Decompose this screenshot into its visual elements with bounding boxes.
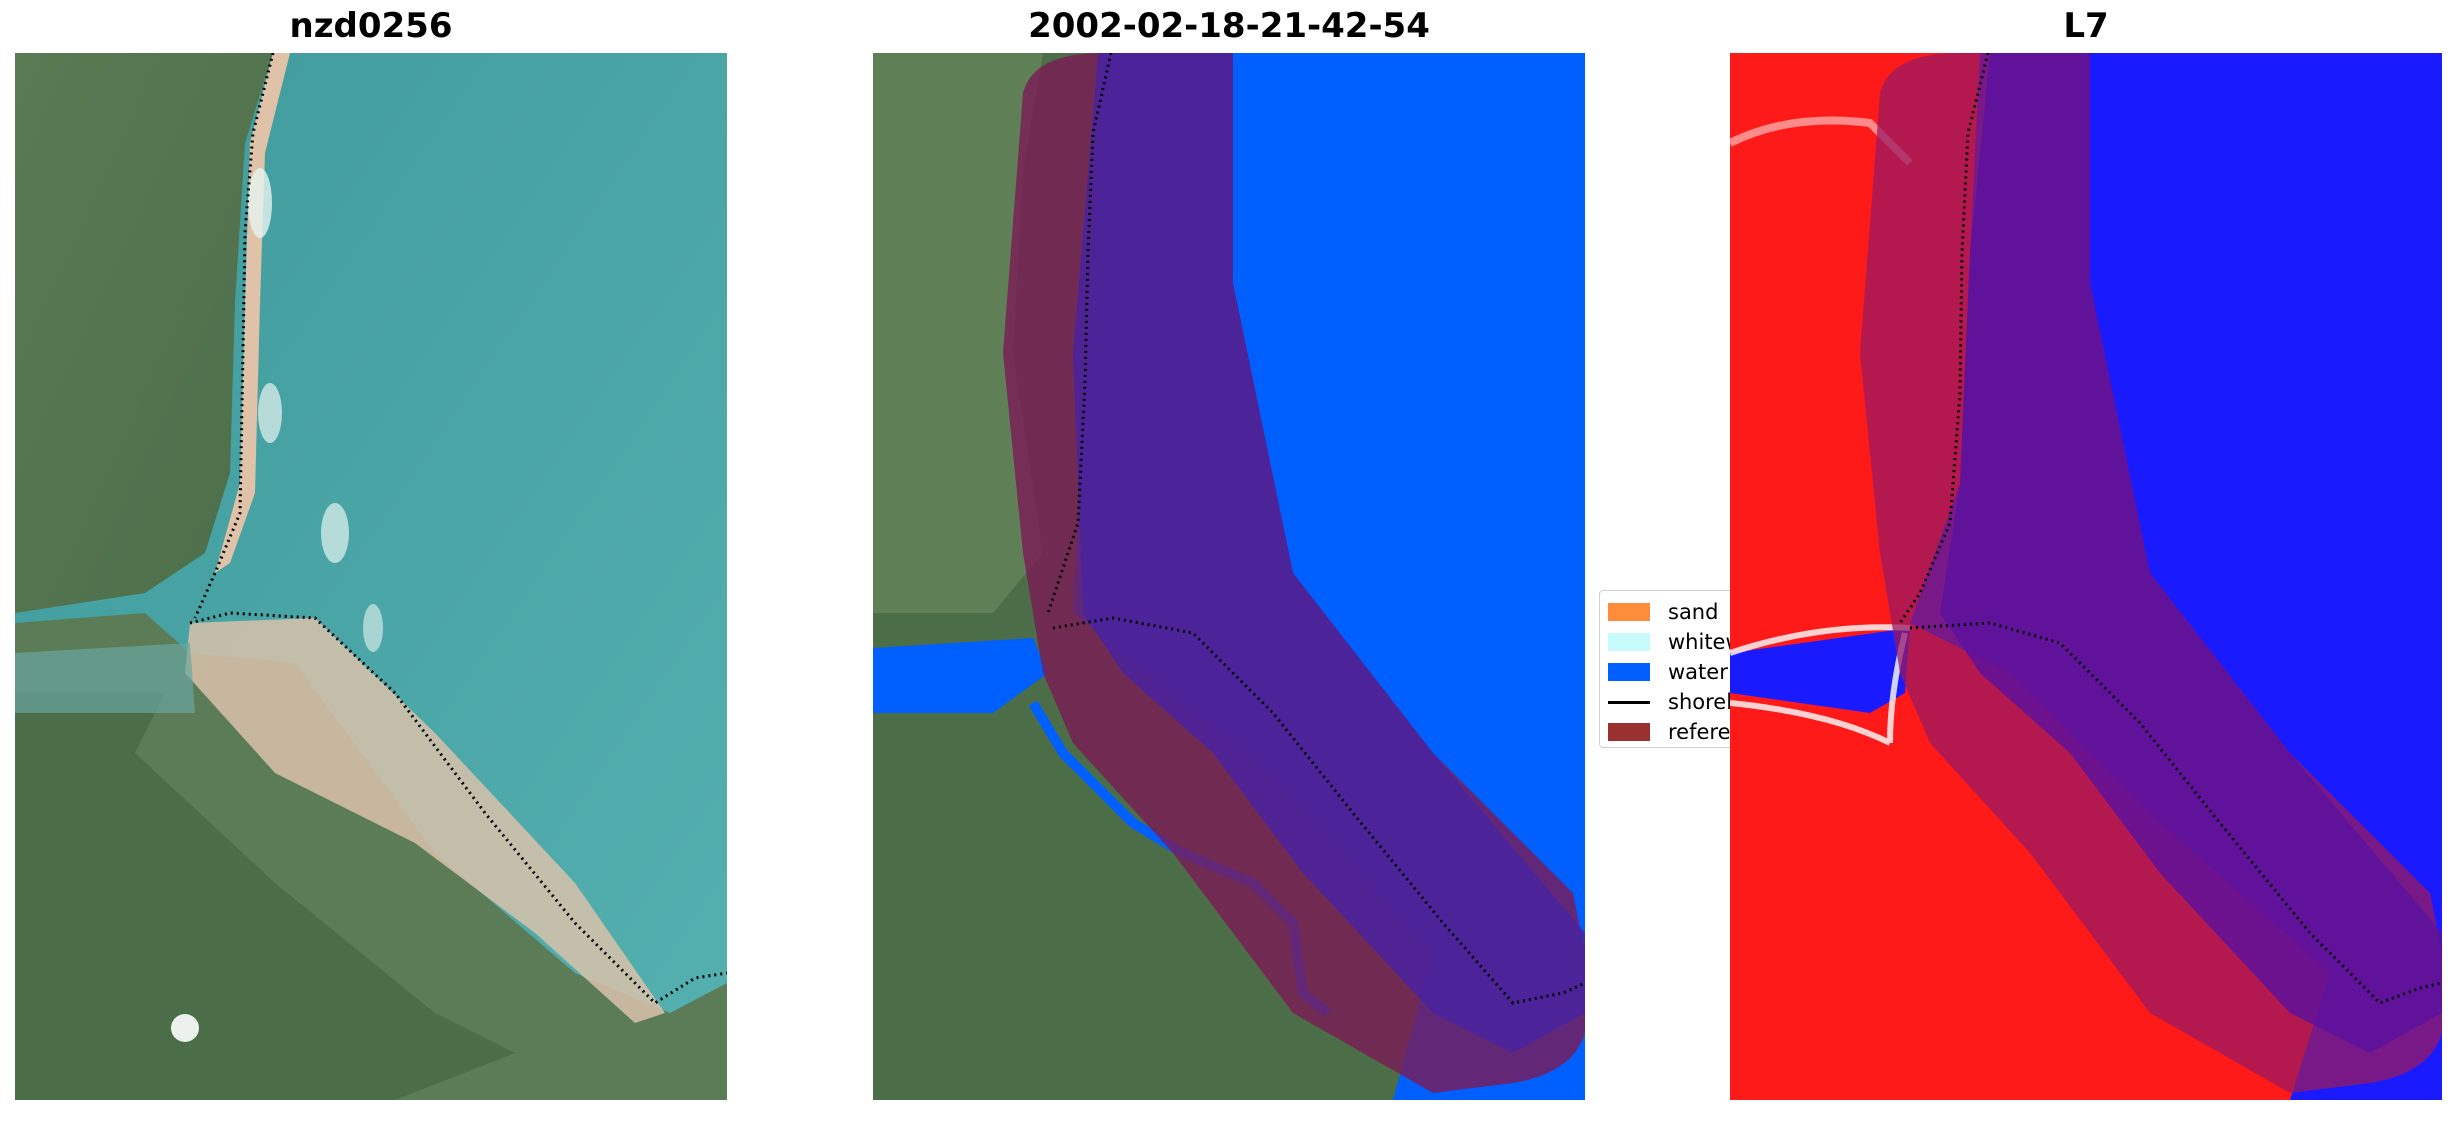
panel-title-rgb: nzd0256 [289,6,453,46]
white-feature [171,1014,199,1042]
green-slope [15,693,515,1100]
shoreline-line [1898,53,2442,1005]
legend-item-water: water [1608,659,1728,685]
buffer-over-water [1073,53,1585,1053]
legend-label-sand: sand [1668,600,1719,624]
surf-4 [363,604,383,652]
upper-land [15,53,273,613]
legend-item-shoreline: shoreline [1608,689,1730,715]
classified-image [873,53,1585,1100]
surf-3 [321,503,349,563]
legend-label-reference: reference [1668,720,1730,744]
legend-item-reference: reference [1608,719,1730,745]
rgb-image-panel [15,53,727,1100]
legend-item-sand: sand [1608,599,1718,625]
panel-title-index: L7 [2063,6,2109,46]
surf-1 [248,168,272,238]
lagoon-water [873,638,1048,713]
legend-swatch-water [1608,663,1650,681]
lagoon-index [1730,628,1910,713]
road-line [1730,116,1913,166]
panel-title-classified: 2002-02-18-21-42-54 [1028,6,1430,46]
legend-label-water: water [1668,660,1728,684]
lagoon [15,643,195,713]
legend-swatch-sand [1608,603,1650,621]
lower-beach [185,618,665,1023]
upper-land [873,53,1043,613]
upper-beach [215,53,290,573]
index-image-panel [1730,53,2442,1100]
legend-line-shoreline [1608,700,1650,704]
buffer-over-water [1940,53,2442,1053]
surf-2 [258,383,282,443]
legend-swatch-reference [1608,723,1650,741]
index-image [1730,53,2442,1100]
rgb-satellite-image [15,53,727,1100]
legend-swatch-whitewater [1608,633,1650,651]
classified-image-panel [873,53,1585,1100]
legend-label-shoreline: shoreline [1668,690,1730,714]
shoreline-line [189,53,727,1005]
